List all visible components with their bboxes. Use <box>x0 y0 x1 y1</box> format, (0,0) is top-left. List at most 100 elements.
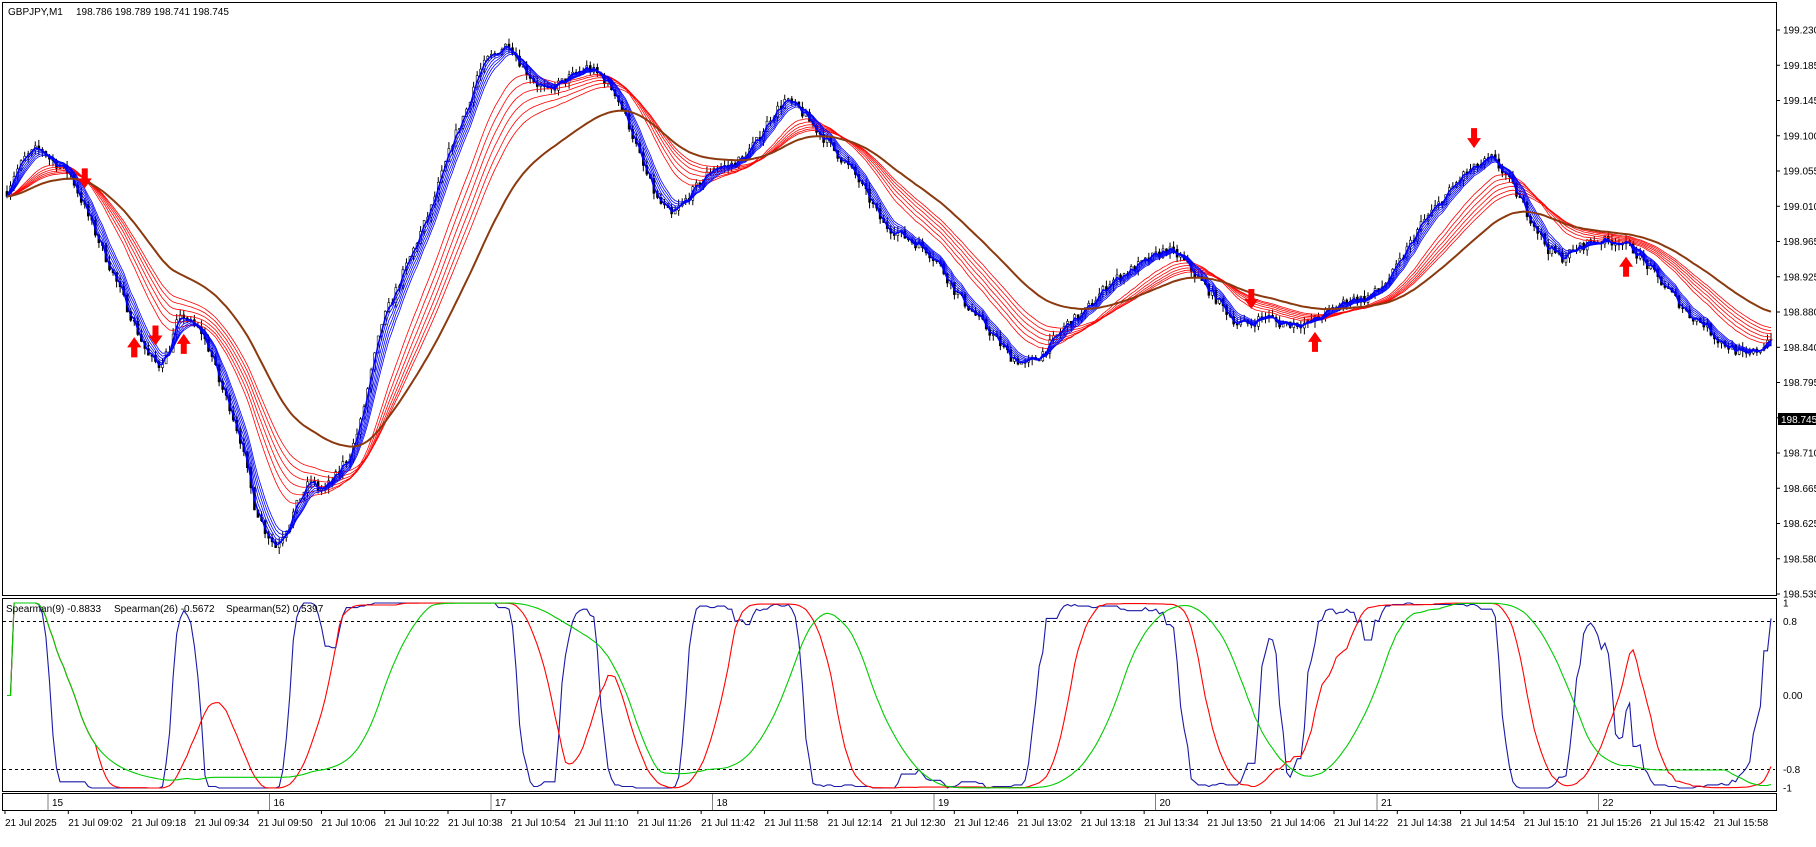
candles <box>5 38 1773 555</box>
time-tick-label: 21 Jul 11:42 <box>701 818 755 829</box>
time-tick-label: 21 Jul 11:58 <box>764 818 818 829</box>
price-tick-label: 199.055 <box>1783 167 1816 178</box>
price-tick-label: 199.100 <box>1783 131 1816 142</box>
sell-arrow-icon <box>77 168 92 189</box>
time-tick-label: 21 Jul 10:22 <box>385 818 440 829</box>
buy-arrow-icon <box>1307 331 1322 352</box>
period-label: 21 <box>1381 798 1393 809</box>
slow-ema-line-6 <box>6 86 1772 473</box>
sell-arrow-icon <box>1244 289 1259 310</box>
buy-arrow-icon <box>176 333 191 354</box>
time-tick-label: 21 Jul 14:22 <box>1334 818 1389 829</box>
indicator-tick-label: -1 <box>1783 784 1792 795</box>
slow-ema-line-1 <box>6 73 1772 504</box>
time-tick-label: 21 Jul 11:10 <box>575 818 629 829</box>
price-tick-label: 198.535 <box>1783 590 1816 601</box>
time-tick-label: 21 Jul 14:38 <box>1397 818 1452 829</box>
time-tick-label: 21 Jul 11:26 <box>638 818 692 829</box>
time-tick-label: 21 Jul 15:58 <box>1714 818 1769 829</box>
fast-ema-line-3 <box>6 48 1772 541</box>
time-tick-label: 21 Jul 14:54 <box>1461 818 1516 829</box>
time-tick-label: 21 Jul 09:34 <box>195 818 250 829</box>
spearman-line-52 <box>7 602 1772 789</box>
time-tick-label: 21 Jul 09:50 <box>258 818 313 829</box>
spearman-line-9 <box>7 602 1772 789</box>
price-tick-label: 198.625 <box>1783 519 1816 530</box>
current-price-tag-bg <box>1778 413 1816 425</box>
time-tick-label: 21 Jul 13:18 <box>1081 818 1136 829</box>
period-label: 17 <box>495 798 507 809</box>
indicator-label-3: Spearman(52) 0.5397 <box>226 604 324 615</box>
current-price-tag: 198.745 <box>1778 413 1816 426</box>
indicator-tick-label: -0.8 <box>1783 765 1801 776</box>
price-panel-frame <box>2 2 1777 596</box>
indicator-axis[interactable]: 1 0.8 0.00 -0.8 -1 <box>1783 599 1803 795</box>
spearman-line-26 <box>7 602 1772 789</box>
time-tick-label: 21 Jul 10:38 <box>448 818 503 829</box>
time-tick-label: 21 Jul 13:02 <box>1018 818 1073 829</box>
sell-arrow-icon <box>1467 128 1482 149</box>
fast-ema-line-4 <box>6 50 1772 538</box>
fast-ema-line-6 <box>6 53 1772 532</box>
buy-arrow-icon <box>1619 256 1634 277</box>
indicator-label-2: Spearman(26) -0.5672 <box>114 604 215 615</box>
slow-ema-line-2 <box>6 75 1772 496</box>
long-ema-line <box>6 109 1772 448</box>
price-tick-label: 198.840 <box>1783 343 1816 354</box>
time-tick-label: 21 Jul 12:14 <box>828 818 883 829</box>
sell-arrow-icon <box>148 325 163 346</box>
indicator-tick-label: 1 <box>1783 599 1789 610</box>
price-axis[interactable]: 199.230 199.185 199.145 199.100 199.055 199.0… <box>1776 26 1816 601</box>
price-tick-label: 198.665 <box>1783 484 1816 495</box>
price-tick-label: 198.710 <box>1783 449 1816 460</box>
indicator-tick-label: 0.8 <box>1783 617 1797 628</box>
candle-body <box>182 314 186 319</box>
time-tick-label: 21 Jul 10:06 <box>321 818 376 829</box>
time-tick-label: 21 Jul 10:54 <box>511 818 566 829</box>
price-tick-label: 199.145 <box>1783 96 1816 107</box>
time-tick-label: 21 Jul 2025 <box>5 818 57 829</box>
time-tick-label: 21 Jul 12:46 <box>954 818 1009 829</box>
slow-ema-line-3 <box>6 77 1772 488</box>
price-tick-label: 199.230 <box>1783 26 1816 37</box>
time-label-row: 21 Jul 2025 21 Jul 09:02 21 Jul 09:18 21 Ju… <box>4 810 1769 829</box>
period-label-row: 15 16 17 18 19 20 21 22 <box>47 794 1615 810</box>
period-label: 18 <box>717 798 729 809</box>
period-label: 20 <box>1160 798 1172 809</box>
period-label: 19 <box>938 798 950 809</box>
price-tick-label: 198.580 <box>1783 554 1816 565</box>
price-plot-area[interactable] <box>5 38 1773 555</box>
fast-ema-line-2 <box>6 47 1772 543</box>
indicator-panel[interactable]: Spearman(9) -0.8833 Spearman(26) -0.5672… <box>2 598 1803 795</box>
indicator-label-1: Spearman(9) -0.8833 <box>6 604 101 615</box>
signal-arrows <box>77 128 1634 358</box>
slow-ema-line-5 <box>6 82 1772 478</box>
indicator-tick-label: 0.00 <box>1783 691 1803 702</box>
time-tick-label: 21 Jul 09:18 <box>132 818 187 829</box>
period-label: 15 <box>52 798 64 809</box>
period-label: 22 <box>1603 798 1615 809</box>
buy-arrow-icon <box>127 337 142 358</box>
time-tick-label: 21 Jul 14:06 <box>1271 818 1326 829</box>
time-tick-label: 21 Jul 15:10 <box>1524 818 1579 829</box>
time-axis[interactable]: 15 16 17 18 19 20 21 22 21 Jul 2025 21 Jul 09:02… <box>2 793 1777 830</box>
symbol-label: GBPJPY,M1 <box>8 7 63 18</box>
price-panel[interactable]: GBPJPY,M1 198.786 198.789 198.741 198.74… <box>2 2 1816 601</box>
ohlc-label: 198.786 198.789 198.741 198.745 <box>76 7 229 18</box>
fast-ema-line-5 <box>6 52 1772 536</box>
time-tick-label: 21 Jul 13:50 <box>1207 818 1262 829</box>
indicator-plot-area[interactable] <box>3 602 1775 789</box>
price-tick-label: 198.925 <box>1783 272 1816 283</box>
time-tick-label: 21 Jul 15:26 <box>1587 818 1642 829</box>
current-price-tag-text: 198.745 <box>1781 415 1816 426</box>
price-tick-label: 199.010 <box>1783 202 1816 213</box>
ema-ribbons <box>6 45 1772 546</box>
period-label: 16 <box>274 798 286 809</box>
fast-ema-line-1 <box>6 45 1772 546</box>
price-tick-label: 198.795 <box>1783 378 1816 389</box>
price-tick-label: 199.185 <box>1783 61 1816 72</box>
time-tick-label: 21 Jul 09:02 <box>68 818 123 829</box>
time-tick-label: 21 Jul 13:34 <box>1144 818 1199 829</box>
time-tick-label: 21 Jul 15:42 <box>1650 818 1705 829</box>
